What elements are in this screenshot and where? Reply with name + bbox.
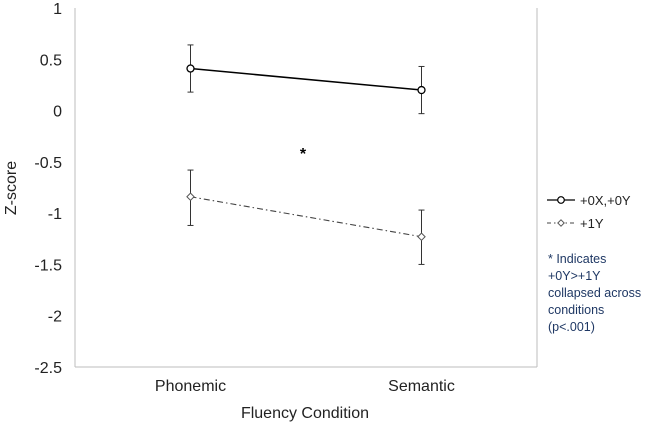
y-tick-label: 0 [53,104,62,121]
series-line [190,196,422,238]
x-tick-label: Phonemic [155,378,226,395]
y-tick-label: 0.5 [40,52,62,69]
legend-marker [557,219,565,227]
note-line: (p<.001) [548,320,595,334]
data-point [186,64,195,73]
legend-label: +0X,+0Y [580,193,631,208]
x-tick-labels: Phonemic Semantic [155,378,455,395]
note-line: conditions [548,303,604,317]
x-axis-title: Fluency Condition [241,405,369,422]
data-point [417,85,426,95]
legend-marker [557,196,565,204]
series-line [190,67,422,91]
series-1 [186,44,426,115]
note-line: +0Y>+1Y [548,269,601,283]
y-tick-label: 1 [53,1,62,18]
significance-marker: * [300,146,307,163]
data-point [417,232,426,242]
legend-item: +1Y [547,216,604,231]
legend: +0X,+0Y +1Y [547,193,631,231]
legend-label: +1Y [580,216,604,231]
series-2 [186,169,426,265]
axes [74,8,538,368]
significance-note: * Indicates +0Y>+1Y collapsed across condit… [548,252,641,334]
series-layer [186,44,426,265]
data-point [186,192,195,202]
x-tick-label: Semantic [388,378,455,395]
y-tick-labels: 1 0.5 0 -0.5 -1 -1.5 -2 -2.5 [34,1,62,377]
note-line: * Indicates [548,252,606,266]
y-axis-title: Z-score [3,161,20,215]
note-line: collapsed across [548,286,641,300]
y-tick-label: -2 [48,309,62,326]
y-tick-label: -1.5 [34,257,62,274]
legend-item: +0X,+0Y [547,193,631,208]
y-tick-label: -0.5 [34,155,62,172]
y-tick-label: -2.5 [34,360,62,377]
y-tick-label: -1 [48,206,62,223]
